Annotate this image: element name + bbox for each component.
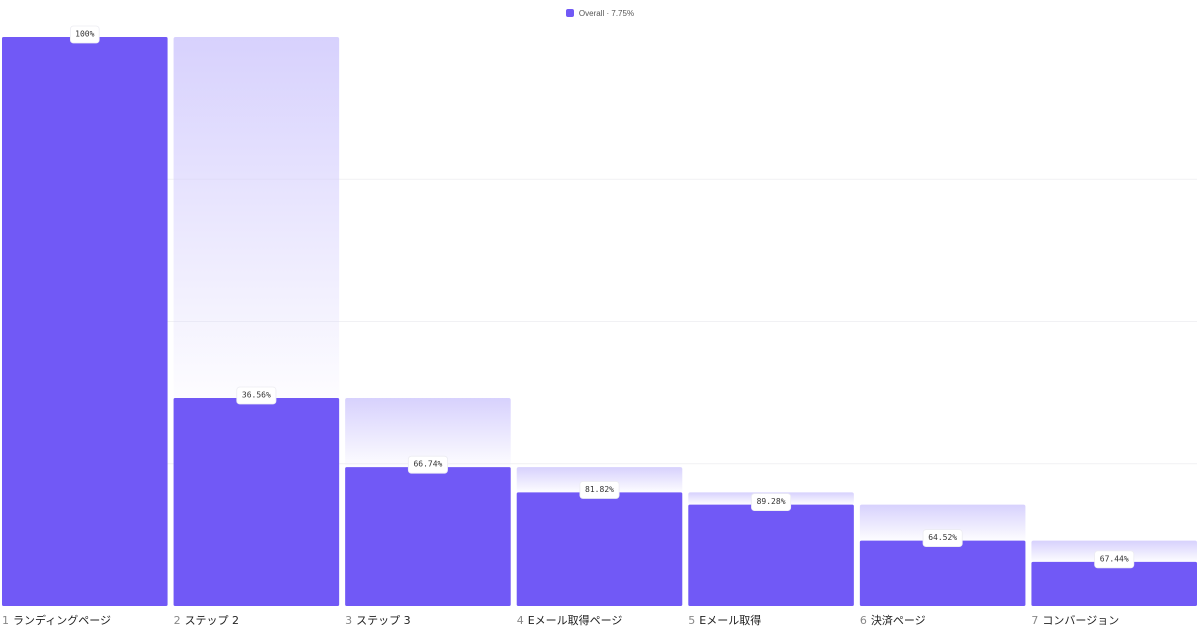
- dropoff-bar: [345, 397, 511, 468]
- funnel-bar[interactable]: [688, 504, 854, 606]
- step-name: コンバージョン: [1042, 614, 1120, 627]
- dropoff-bar: [173, 37, 340, 398]
- step-number: 4: [516, 614, 524, 627]
- step-label: 6 決済ページ: [860, 613, 926, 629]
- step-name: ランディングページ: [13, 614, 112, 627]
- step-name: 決済ページ: [870, 614, 926, 627]
- chart-legend[interactable]: Overall · 7.75%: [0, 6, 1200, 20]
- step-label: 7 コンバージョン: [1031, 613, 1119, 629]
- conversion-label: 100%: [75, 30, 94, 39]
- conversion-badge: [1094, 550, 1135, 569]
- step-name: ステップ 3: [356, 614, 411, 627]
- conversion-label: 89.28%: [757, 497, 786, 506]
- funnel-bar[interactable]: [859, 540, 1026, 606]
- funnel-bar[interactable]: [173, 397, 340, 606]
- legend-swatch: [565, 9, 574, 17]
- step-number: 2: [173, 614, 181, 627]
- funnel-bar[interactable]: [1031, 561, 1197, 606]
- step-number: 5: [688, 614, 696, 627]
- conversion-label: 67.44%: [1100, 554, 1129, 563]
- step-name: Eメール取得: [699, 614, 762, 627]
- legend-label: Overall · 7.75%: [578, 8, 635, 18]
- step-number: 3: [345, 614, 353, 627]
- conversion-label: 64.52%: [928, 533, 957, 542]
- step-number: 7: [1031, 614, 1039, 627]
- dropoff-bar: [859, 504, 1026, 541]
- conversion-label: 81.82%: [585, 485, 614, 494]
- funnel-bar[interactable]: [2, 37, 168, 606]
- step-number: 1: [2, 614, 9, 627]
- conversion-badge: [922, 529, 963, 547]
- conversion-badge: [751, 493, 792, 512]
- conversion-label: 66.74%: [413, 460, 442, 469]
- dropoff-bar: [516, 467, 683, 493]
- step-label: 3 ステップ 3: [345, 613, 411, 629]
- conversion-label: 36.56%: [242, 390, 271, 399]
- funnel-bar[interactable]: [516, 492, 683, 606]
- conversion-badge: [579, 481, 620, 499]
- conversion-badge: [236, 386, 277, 405]
- step-name: Eメール取得ページ: [527, 614, 623, 627]
- step-number: 6: [859, 614, 867, 627]
- conversion-badge: [69, 25, 100, 44]
- step-name: ステップ 2: [184, 614, 240, 627]
- funnel-bar[interactable]: [345, 467, 511, 606]
- conversion-badge: [407, 455, 448, 474]
- step-label: 1 ランディングページ: [2, 613, 111, 629]
- step-label: 2 ステップ 2: [174, 613, 240, 629]
- step-label: 5 Eメール取得: [688, 613, 761, 629]
- step-label: 4 Eメール取得ページ: [517, 613, 623, 629]
